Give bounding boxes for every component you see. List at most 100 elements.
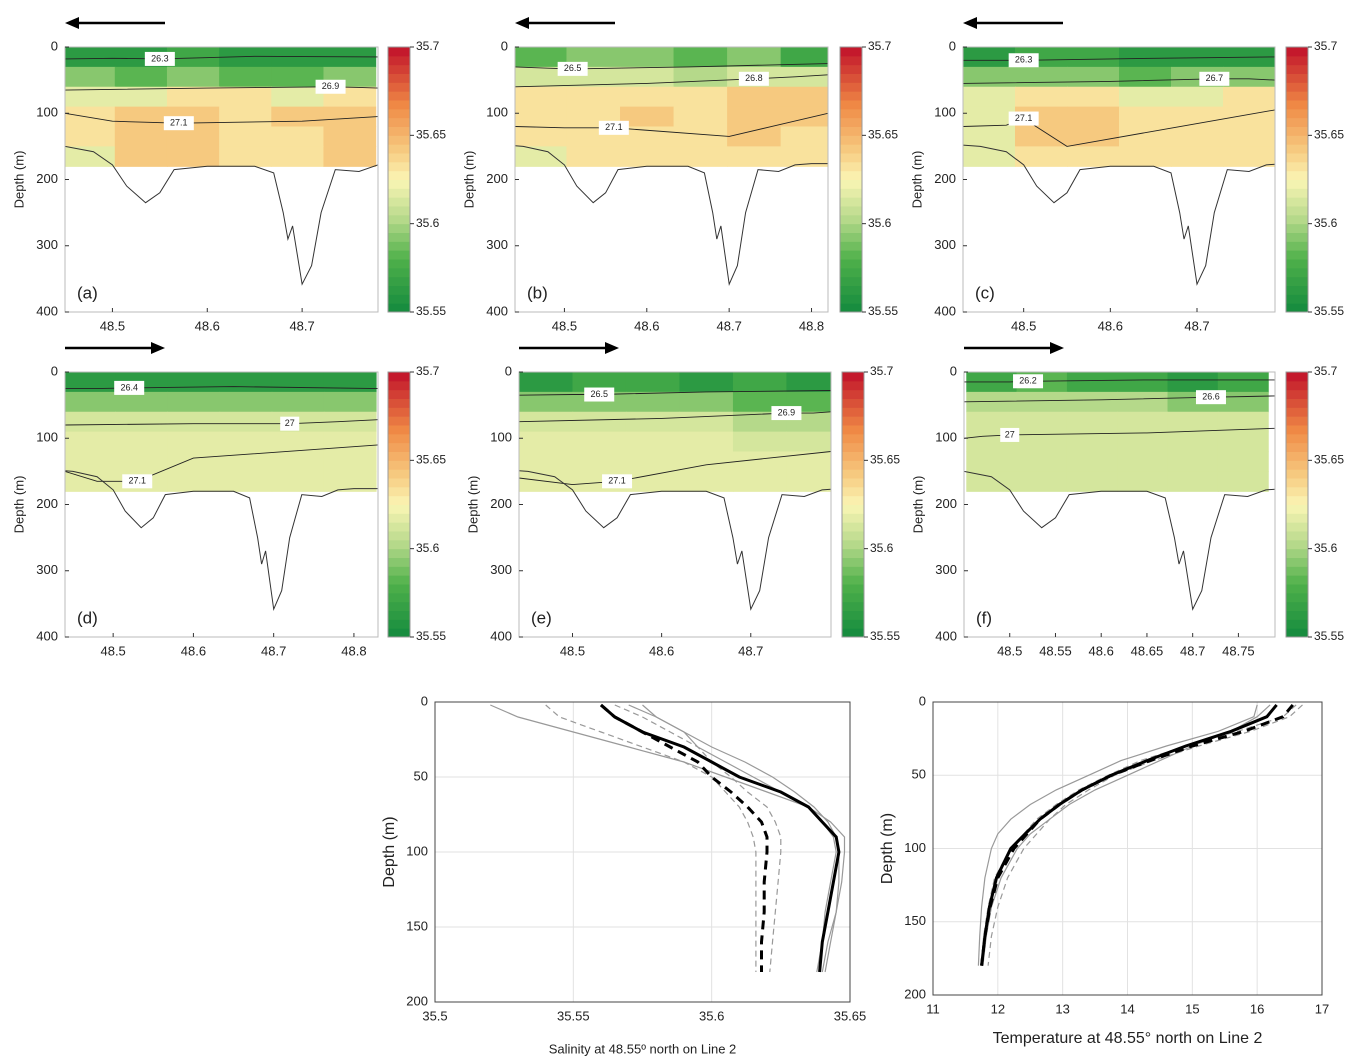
colorbar-step: [840, 82, 862, 92]
colorbar-step: [840, 108, 862, 119]
colorbar-step: [388, 82, 410, 92]
colorbar-step: [1286, 592, 1308, 603]
x-tick-label: 48.6: [649, 643, 674, 658]
colorbar-step: [1286, 91, 1308, 101]
y-tick-label: 100: [904, 840, 926, 855]
colorbar-step: [840, 303, 862, 313]
colorbar-step: [840, 250, 862, 260]
salinity-cell: [65, 372, 116, 393]
colorbar-step: [388, 592, 410, 603]
colorbar-step: [388, 380, 410, 391]
x-tick-label: 35.5: [422, 1008, 447, 1023]
x-tick-label: 48.5: [100, 318, 125, 333]
salinity-cell: [1223, 66, 1275, 88]
salinity-cell: [673, 106, 728, 128]
contour-label-box: [584, 387, 615, 402]
colorbar-tick-label: 35.6: [416, 541, 440, 555]
x-tick-label: 14: [1120, 1001, 1134, 1016]
colorbar-step: [388, 126, 410, 136]
plot-area: [65, 47, 378, 286]
salinity-cell: [1223, 86, 1275, 108]
contour-label: 27.1: [1015, 113, 1033, 123]
colorbar-step: [388, 407, 410, 417]
salinity-cell: [572, 451, 627, 472]
salinity-cell: [673, 146, 728, 167]
colorbar-step: [388, 285, 410, 295]
colorbar-step: [388, 117, 410, 127]
colorbar-step: [840, 223, 862, 233]
y-tick-label: 200: [935, 496, 957, 511]
colorbar-step: [840, 188, 862, 198]
salinity-cell: [519, 431, 574, 453]
colorbar-step: [842, 601, 864, 611]
salinity-cell: [679, 451, 734, 472]
salinity-cell: [323, 372, 377, 393]
salinity-cell: [1167, 451, 1219, 472]
salinity-cell: [1171, 106, 1224, 128]
y-tick-label: 100: [486, 105, 508, 120]
x-tick-label: 11: [926, 1001, 940, 1016]
colorbar-step: [388, 241, 410, 251]
colorbar-step: [388, 425, 410, 435]
x-tick-label: 48.5: [552, 318, 577, 333]
salinity-cell: [679, 431, 734, 453]
colorbar-step: [388, 188, 410, 198]
x-tick-label: 16: [1250, 1001, 1264, 1016]
colorbar-step: [1286, 610, 1308, 620]
contour-label-box: [1008, 111, 1039, 126]
panel-label: (c): [975, 283, 995, 302]
salinity-cell: [1067, 106, 1120, 128]
salinity-cell: [679, 391, 734, 413]
x-tick-label: 48.6: [1098, 318, 1123, 333]
salinity-cell: [1117, 451, 1169, 472]
salinity-cell: [1016, 431, 1068, 453]
colorbar-step: [840, 117, 862, 127]
profile-line: [628, 704, 837, 973]
salinity-cell: [219, 411, 273, 433]
salinity-cell: [167, 451, 221, 472]
colorbar-step: [840, 55, 862, 66]
colorbar-step: [840, 153, 862, 163]
contour-label-box: [122, 474, 153, 489]
salinity-cell: [271, 471, 325, 492]
salinity-cell: [732, 451, 788, 472]
colorbar-step: [842, 425, 864, 435]
salinity-cell: [219, 431, 273, 453]
salinity-cell: [1217, 372, 1269, 393]
colorbar-step: [1286, 478, 1308, 488]
x-axis-label: Salinity at 48.55º north on Line 2: [549, 1041, 737, 1056]
profile-line: [977, 704, 1258, 966]
colorbar-step: [388, 303, 410, 313]
colorbar-tick-label: 35.55: [870, 629, 900, 643]
salinity-cell: [1016, 391, 1068, 413]
colorbar-step: [842, 416, 864, 426]
plot-frame: [932, 701, 1323, 996]
contour-label: 27.1: [605, 122, 623, 132]
salinity-cell: [679, 471, 734, 492]
colorbar-step: [1286, 584, 1308, 594]
colorbar-step: [840, 179, 862, 189]
salinity-cell: [966, 391, 1018, 413]
salinity-cell: [1015, 66, 1068, 88]
salinity-cell: [219, 451, 273, 472]
salinity-cell: [732, 471, 788, 492]
salinity-cell: [166, 146, 220, 167]
colorbar-frame: [387, 371, 411, 638]
colorbar-step: [1286, 601, 1308, 611]
colorbar-step: [840, 232, 862, 242]
colorbar-step: [1286, 55, 1308, 66]
salinity-cell: [271, 86, 325, 108]
salinity-cell: [519, 411, 574, 433]
salinity-cell: [515, 106, 568, 128]
salinity-cell: [1117, 372, 1169, 393]
salinity-cell: [115, 451, 168, 472]
salinity-cell: [1171, 47, 1224, 68]
x-tick-label: 48.55: [1039, 643, 1072, 658]
colorbar-tick-label: 35.65: [1314, 128, 1344, 142]
x-tick-label: 35.55: [557, 1008, 590, 1023]
contour-label-box: [602, 474, 633, 489]
salinity-cell: [515, 66, 568, 88]
y-tick-label: 0: [51, 363, 58, 378]
plot-area: [519, 372, 831, 611]
colorbar-step: [388, 232, 410, 242]
